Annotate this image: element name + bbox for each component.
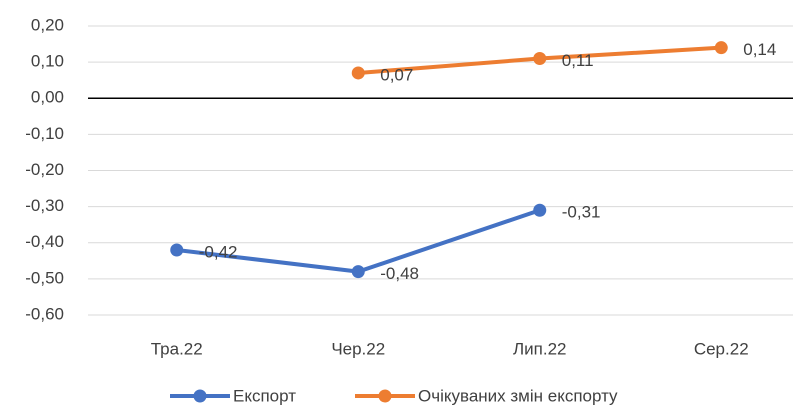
marker bbox=[714, 41, 728, 55]
y-tick-label: -0,40 bbox=[25, 232, 64, 251]
data-label: -0,42 bbox=[199, 242, 238, 261]
y-tick-label: -0,60 bbox=[25, 304, 64, 323]
series-line bbox=[174, 208, 542, 274]
y-tick-label: 0,00 bbox=[31, 88, 64, 107]
y-tick-label: 0,20 bbox=[31, 15, 64, 34]
marker bbox=[533, 52, 547, 66]
data-label: 0,07 bbox=[380, 65, 413, 84]
legend-label: Експорт bbox=[233, 386, 296, 405]
y-tick-label: -0,30 bbox=[25, 196, 64, 215]
legend-label: Очікуваних змін експорту bbox=[418, 386, 618, 405]
data-label: -0,48 bbox=[380, 264, 419, 283]
x-tick-label: Тра.22 bbox=[151, 339, 203, 358]
marker bbox=[170, 243, 184, 257]
x-tick-label: Чер.22 bbox=[331, 339, 385, 358]
legend-marker bbox=[193, 389, 207, 403]
y-tick-label: 0,10 bbox=[31, 52, 64, 71]
y-tick-label: -0,10 bbox=[25, 124, 64, 143]
x-tick-label: Лип.22 bbox=[513, 339, 567, 358]
y-tick-label: -0,20 bbox=[25, 160, 64, 179]
y-tick-label: -0,50 bbox=[25, 268, 64, 287]
data-label: -0,31 bbox=[562, 203, 601, 222]
marker bbox=[351, 265, 365, 279]
marker bbox=[533, 203, 547, 217]
marker bbox=[351, 66, 365, 80]
data-label: 0,14 bbox=[743, 40, 776, 59]
data-label: 0,11 bbox=[562, 51, 594, 70]
x-tick-label: Сер.22 bbox=[694, 339, 749, 358]
legend-marker bbox=[378, 389, 392, 403]
